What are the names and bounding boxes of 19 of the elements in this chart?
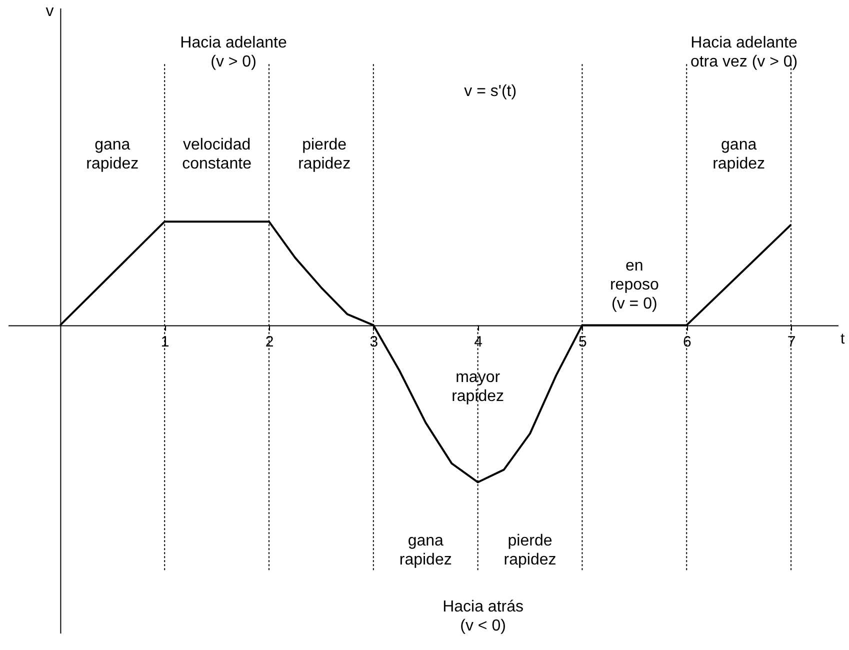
text: Hacia adelante otra vez (v > 0) xyxy=(690,34,798,71)
text: gana rapidez xyxy=(86,136,139,173)
x-tick-label: 3 xyxy=(370,334,378,351)
x-axis-title: t xyxy=(840,330,846,348)
text: v xyxy=(46,3,54,20)
text: v = s'(t) xyxy=(464,83,517,100)
text: pierde rapidez xyxy=(298,136,351,173)
text: gana rapidez xyxy=(712,136,766,173)
annotation: mayor rapidez xyxy=(452,369,504,406)
text: velocidad constante xyxy=(182,136,252,173)
x-tick-label: 5 xyxy=(578,334,587,351)
x-tick-label: 2 xyxy=(265,334,274,351)
text: pierde rapidez xyxy=(504,532,556,568)
x-tick-label: 6 xyxy=(682,334,692,351)
text: Hacia atrás (v < 0) xyxy=(442,598,524,634)
annotation: en reposo (v = 0) xyxy=(610,258,659,313)
x-tick-label: 4 xyxy=(474,334,482,351)
text: gana rapidez xyxy=(399,532,452,568)
text: Hacia adelante (v > 0) xyxy=(180,34,287,71)
